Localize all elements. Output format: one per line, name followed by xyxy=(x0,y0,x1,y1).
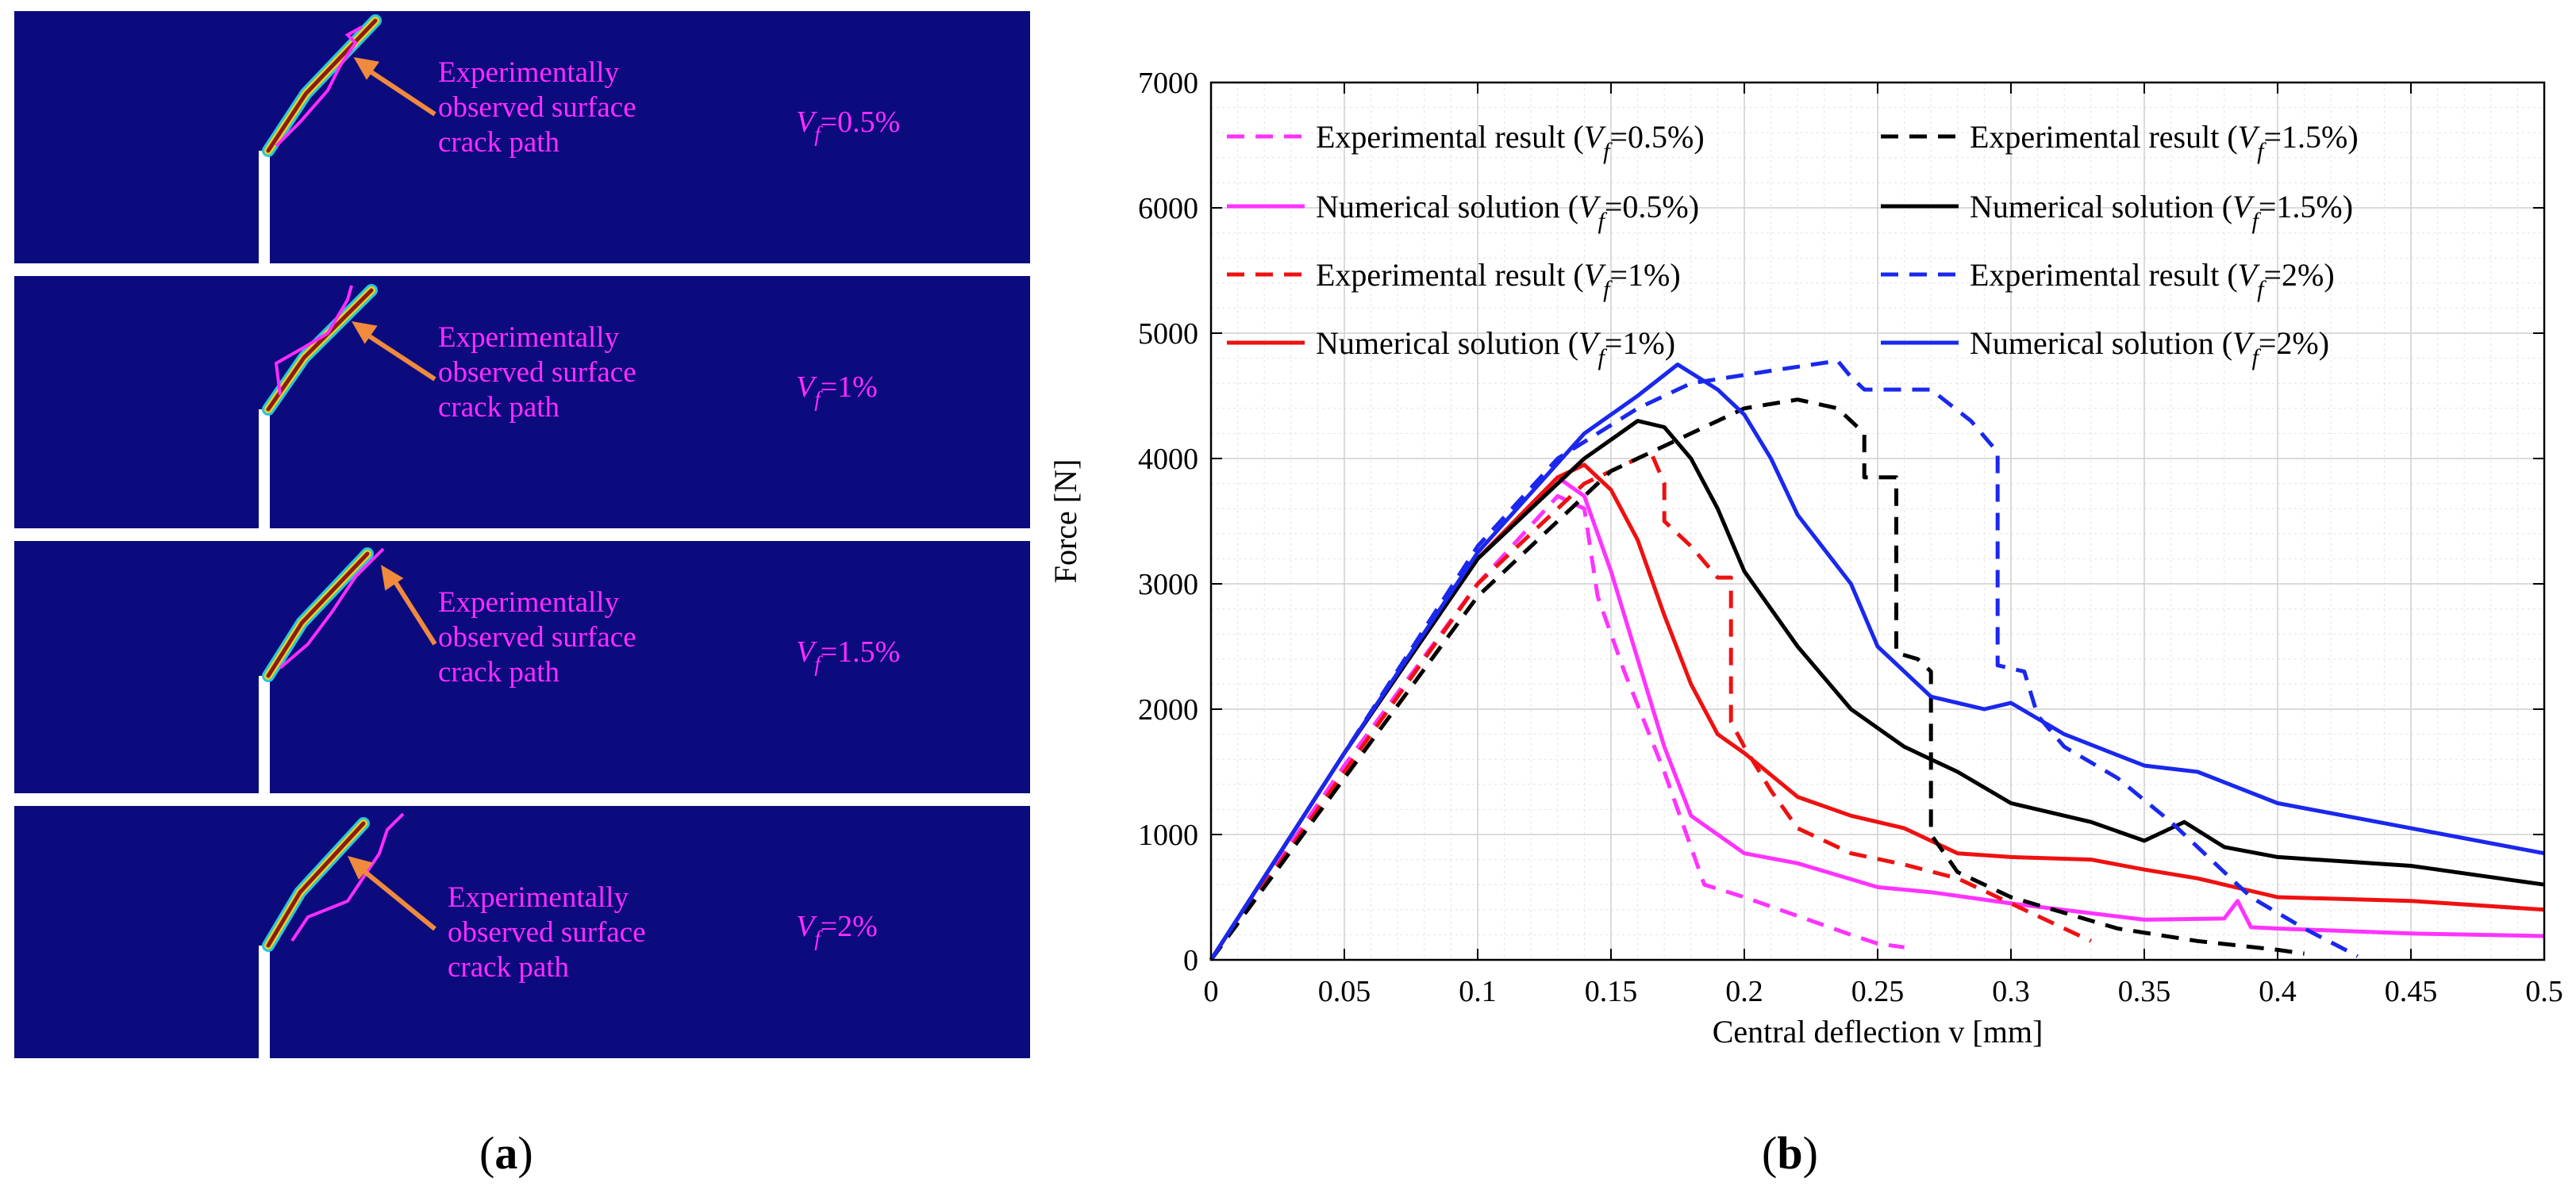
x-tick-label: 0 xyxy=(1204,975,1219,1008)
legend-label: Numerical solution (Vf=1.5%) xyxy=(1970,189,2353,234)
caption-b: (b) xyxy=(1762,1127,1818,1179)
x-tick-label: 0.35 xyxy=(2118,975,2171,1008)
annotation-line: observed surface xyxy=(438,356,636,389)
y-axis-label: Force [N] xyxy=(1048,459,1083,584)
force-deflection-chart: 0 0.05 0.1 0.15 0.2 0.25 0.3 0.35 0.4 0.45 0.5 0 100… xyxy=(1048,67,2563,1049)
arrow-shaft xyxy=(361,64,436,117)
observed-crack-path xyxy=(275,25,363,148)
y-tick-label: 7000 xyxy=(1138,67,1198,100)
vf-symbol: V xyxy=(796,635,815,669)
vf-symbol: V xyxy=(796,106,815,139)
crack-diagram xyxy=(259,547,437,793)
observed-crack-path xyxy=(279,547,385,670)
y-tick-label: 1000 xyxy=(1138,819,1198,852)
x-tick-label: 0.5 xyxy=(2525,975,2563,1008)
vf-value: =2% xyxy=(820,910,878,943)
series-line xyxy=(1209,450,2092,961)
annotation-text: Experimentally observed surface crack path xyxy=(438,320,636,425)
annotation-line: crack path xyxy=(448,951,570,984)
x-axis-label: Central deflection v [mm] xyxy=(1713,1014,2043,1049)
notch xyxy=(259,409,270,528)
annotation-line: Experimentally xyxy=(438,56,620,89)
x-tick-label: 0.2 xyxy=(1725,975,1763,1008)
vf-value: =1.5% xyxy=(820,635,901,669)
annotation-line: observed surface xyxy=(438,621,636,654)
x-tick-label: 0.3 xyxy=(1992,975,2030,1008)
series-line xyxy=(1209,359,2359,961)
vf-subscript: f xyxy=(814,652,821,676)
vf-label: Vf=0.5% xyxy=(796,105,900,147)
notch xyxy=(259,946,270,1058)
y-tick-label: 6000 xyxy=(1138,192,1198,225)
arrow-head xyxy=(352,321,378,344)
annotation-line: crack path xyxy=(438,391,560,424)
vf-value: =1% xyxy=(820,370,878,404)
series-line xyxy=(1209,363,2545,961)
annotation-text: Experimentally observed surface crack path xyxy=(438,585,636,690)
annotation-line: Experimentally xyxy=(438,321,620,354)
y-tick-label: 2000 xyxy=(1138,693,1198,727)
arrow-head xyxy=(381,565,404,591)
legend-label: Experimental result (Vf=1.5%) xyxy=(1970,119,2359,164)
legend-label: Numerical solution (Vf=1%) xyxy=(1316,325,1675,370)
crack-panel: Experimentally observed surface crack path… xyxy=(14,806,1030,1058)
vf-subscript: f xyxy=(814,927,821,950)
observed-crack-path xyxy=(290,812,405,942)
crack-panel: Experimentally observed surface crack path… xyxy=(14,276,1030,528)
arrow-shaft xyxy=(356,863,436,931)
notch xyxy=(259,676,270,793)
crack-diagram xyxy=(259,812,436,1058)
annotation-text: Experimentally observed surface crack path xyxy=(448,881,646,985)
vf-value: =0.5% xyxy=(820,106,901,139)
annotation-line: crack path xyxy=(438,656,560,689)
series-line xyxy=(1209,419,2545,961)
vf-label: Vf=2% xyxy=(796,909,878,951)
annotation-line: Experimentally xyxy=(438,586,620,619)
x-tick-label: 0.05 xyxy=(1318,975,1371,1008)
legend-label: Experimental result (Vf=1%) xyxy=(1316,257,1681,302)
vf-label: Vf=1.5% xyxy=(796,635,900,677)
x-tick-label: 0.1 xyxy=(1459,975,1497,1008)
legend-label: Experimental result (Vf=2%) xyxy=(1970,257,2335,302)
x-tick-label: 0.25 xyxy=(1851,975,1905,1008)
y-tick-label: 4000 xyxy=(1138,443,1198,476)
vf-symbol: V xyxy=(796,910,815,943)
annotation-text: Experimentally observed surface crack path xyxy=(438,56,636,160)
arrow-shaft xyxy=(388,573,437,646)
arrow-head xyxy=(348,856,373,880)
crack-panel: Experimentally observed surface crack path… xyxy=(14,541,1030,793)
annotation-line: Experimentally xyxy=(448,881,629,914)
vf-label: Vf=1% xyxy=(796,370,878,412)
legend-label: Numerical solution (Vf=2%) xyxy=(1970,325,2329,370)
y-tick-label: 5000 xyxy=(1138,317,1198,351)
caption-a: (a) xyxy=(479,1127,533,1179)
notch xyxy=(259,151,270,263)
crack-core xyxy=(266,821,366,948)
arrow-head xyxy=(353,57,380,80)
crack-diagram xyxy=(259,284,436,528)
x-tick-label: 0.15 xyxy=(1585,975,1638,1008)
observed-crack-path xyxy=(274,285,353,396)
crack-path-panels: Experimentally observed surface crack path… xyxy=(14,11,1030,1066)
x-tick-label: 0.45 xyxy=(2385,975,2438,1008)
crack-diagram xyxy=(259,14,436,263)
series-line xyxy=(1209,493,1905,961)
series-line xyxy=(1209,475,2545,961)
arrow-shaft xyxy=(359,328,436,382)
vf-subscript: f xyxy=(814,122,821,146)
annotation-line: crack path xyxy=(438,126,560,159)
legend-label: Numerical solution (Vf=0.5%) xyxy=(1316,189,1699,234)
y-tick-label: 0 xyxy=(1183,944,1198,977)
vf-symbol: V xyxy=(796,370,815,404)
crack-core xyxy=(266,551,370,678)
x-tick-label: 0.4 xyxy=(2259,975,2297,1008)
crack-panel: Experimentally observed surface crack path… xyxy=(14,11,1030,263)
annotation-line: observed surface xyxy=(448,916,646,949)
y-tick-label: 3000 xyxy=(1138,568,1198,601)
series-line xyxy=(1209,397,2305,961)
annotation-line: observed surface xyxy=(438,91,636,124)
vf-subscript: f xyxy=(814,387,821,411)
